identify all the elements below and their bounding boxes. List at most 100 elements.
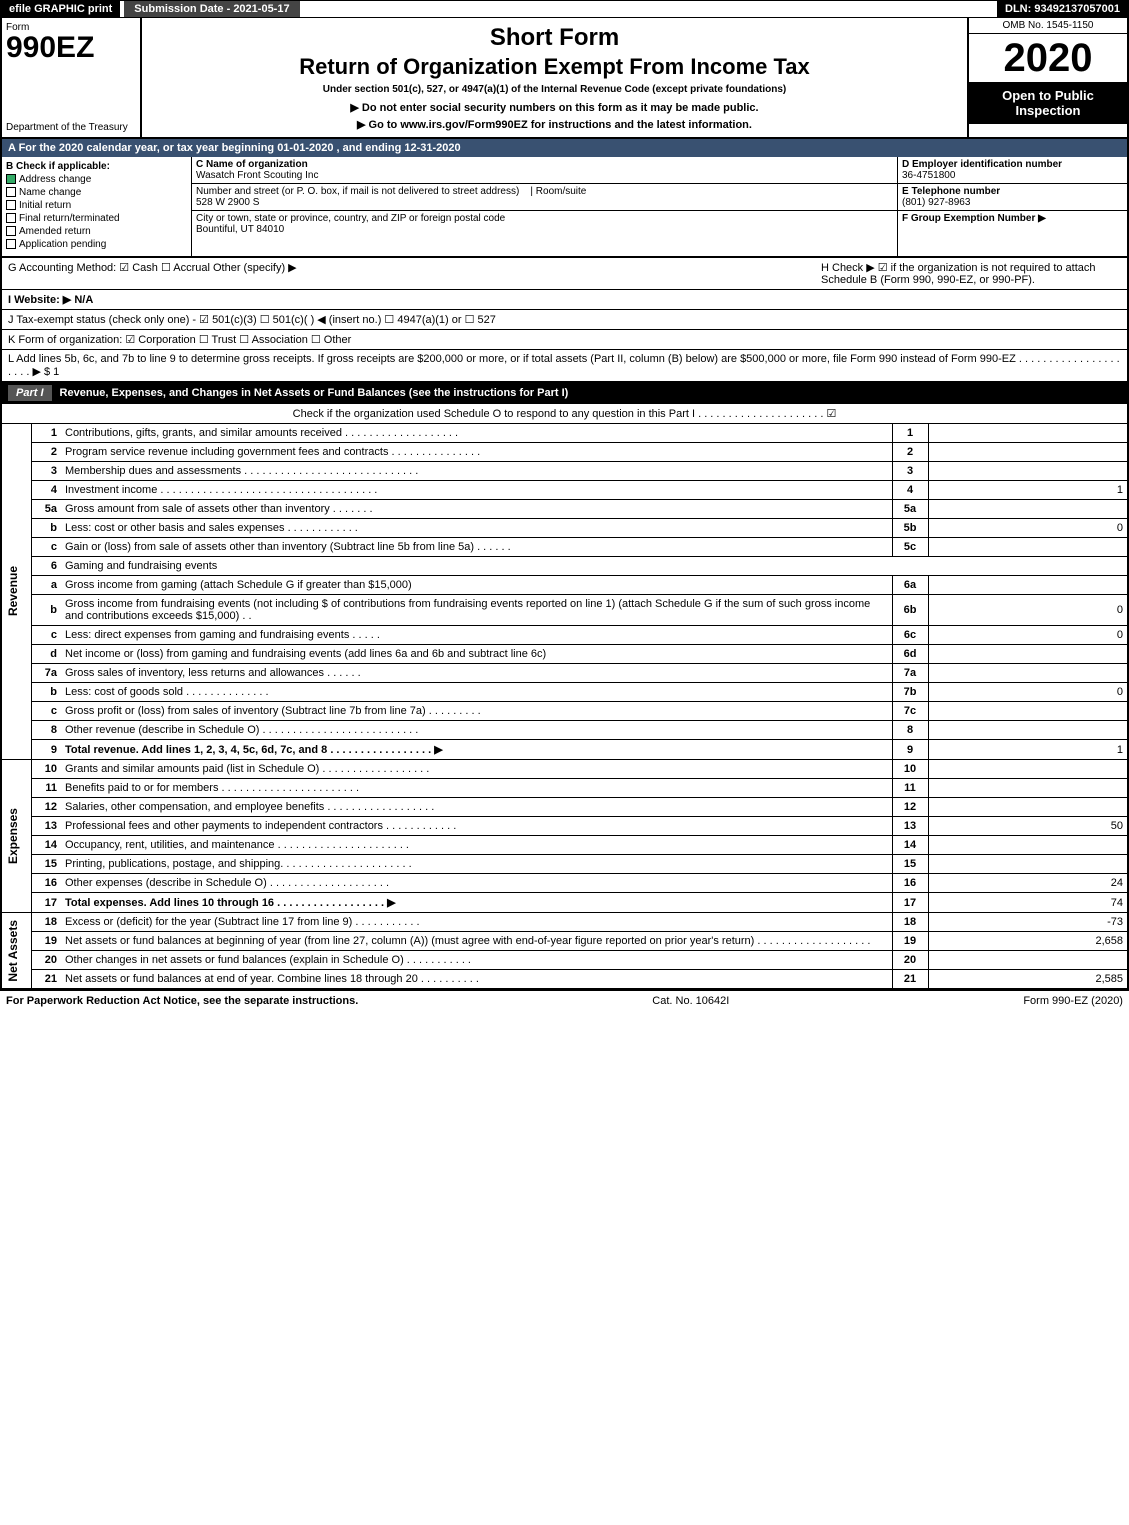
expenses-vcat: Expenses xyxy=(6,808,20,864)
table-row: 5aGross amount from sale of assets other… xyxy=(1,500,1128,519)
street-value: 528 W 2900 S xyxy=(196,197,259,208)
chk-address-change[interactable]: Address change xyxy=(6,174,187,185)
l1-val xyxy=(928,424,1128,443)
col-b-checkboxes: B Check if applicable: Address change Na… xyxy=(2,157,192,256)
line-g-h: G Accounting Method: ☑ Cash ☐ Accrual Ot… xyxy=(0,258,1129,290)
phone-row: E Telephone number (801) 927-8963 xyxy=(898,184,1127,211)
dln-label: DLN: 93492137057001 xyxy=(997,1,1128,17)
ein-value: 36-4751800 xyxy=(902,170,955,181)
city-value: Bountiful, UT 84010 xyxy=(196,224,284,235)
revenue-vcat: Revenue xyxy=(6,566,20,616)
part1-header: Part I Revenue, Expenses, and Changes in… xyxy=(0,382,1129,404)
part1-table: Revenue 1Contributions, gifts, grants, a… xyxy=(0,424,1129,989)
line-l: L Add lines 5b, 6c, and 7b to line 9 to … xyxy=(0,350,1129,382)
table-row: cLess: direct expenses from gaming and f… xyxy=(1,626,1128,645)
table-row: 11Benefits paid to or for members . . . … xyxy=(1,779,1128,798)
org-name-label: C Name of organization xyxy=(196,159,308,170)
phone-label: E Telephone number xyxy=(902,186,1000,197)
table-row: 17Total expenses. Add lines 10 through 1… xyxy=(1,893,1128,913)
warning-link[interactable]: ▶ Go to www.irs.gov/Form990EZ for instru… xyxy=(148,118,961,131)
chk-name-change[interactable]: Name change xyxy=(6,187,187,198)
header-left: Form 990EZ Department of the Treasury xyxy=(2,18,142,137)
l1-box: 1 xyxy=(892,424,928,443)
short-form-title: Short Form xyxy=(148,24,961,52)
warning-ssn: ▶ Do not enter social security numbers o… xyxy=(148,101,961,114)
street-label: Number and street (or P. O. box, if mail… xyxy=(196,186,519,197)
table-row: 14Occupancy, rent, utilities, and mainte… xyxy=(1,836,1128,855)
city-row: City or town, state or province, country… xyxy=(192,211,897,237)
group-exemption-label: F Group Exemption Number ▶ xyxy=(902,213,1046,224)
chk-application-pending[interactable]: Application pending xyxy=(6,239,187,250)
table-row: 8Other revenue (describe in Schedule O) … xyxy=(1,721,1128,740)
table-row: 3Membership dues and assessments . . . .… xyxy=(1,462,1128,481)
submission-date-label: Submission Date - 2021-05-17 xyxy=(124,1,299,17)
efile-print-label[interactable]: efile GRAPHIC print xyxy=(1,1,120,17)
ein-label: D Employer identification number xyxy=(902,159,1062,170)
dept-treasury: Department of the Treasury xyxy=(6,122,136,133)
subtitle: Under section 501(c), 527, or 4947(a)(1)… xyxy=(148,84,961,95)
city-label: City or town, state or province, country… xyxy=(196,213,505,224)
table-row: 7aGross sales of inventory, less returns… xyxy=(1,664,1128,683)
table-row: Net Assets 18Excess or (deficit) for the… xyxy=(1,913,1128,932)
open-public: Open to Public Inspection xyxy=(969,82,1127,124)
org-name-value: Wasatch Front Scouting Inc xyxy=(196,170,318,181)
table-row: Expenses 10Grants and similar amounts pa… xyxy=(1,760,1128,779)
col-b-title: B Check if applicable: xyxy=(6,161,110,172)
part1-label: Part I xyxy=(8,385,52,401)
line-j: J Tax-exempt status (check only one) - ☑… xyxy=(0,310,1129,330)
table-row: bLess: cost or other basis and sales exp… xyxy=(1,519,1128,538)
part1-check-note: Check if the organization used Schedule … xyxy=(0,404,1129,424)
netassets-vcat: Net Assets xyxy=(6,920,20,982)
form-number: 990EZ xyxy=(6,33,136,63)
table-row: 16Other expenses (describe in Schedule O… xyxy=(1,874,1128,893)
chk-amended-return[interactable]: Amended return xyxy=(6,226,187,237)
street-row: Number and street (or P. O. box, if mail… xyxy=(192,184,897,211)
ein-row: D Employer identification number 36-4751… xyxy=(898,157,1127,184)
return-title: Return of Organization Exempt From Incom… xyxy=(148,54,961,80)
chk-initial-return[interactable]: Initial return xyxy=(6,200,187,211)
table-row: bGross income from fundraising events (n… xyxy=(1,595,1128,626)
table-row: 2Program service revenue including gover… xyxy=(1,443,1128,462)
line-i: I Website: ▶ N/A xyxy=(0,290,1129,310)
phone-value: (801) 927-8963 xyxy=(902,197,970,208)
table-row: aGross income from gaming (attach Schedu… xyxy=(1,576,1128,595)
table-row: bLess: cost of goods sold . . . . . . . … xyxy=(1,683,1128,702)
top-bar: efile GRAPHIC print Submission Date - 20… xyxy=(0,0,1129,18)
table-row: 6Gaming and fundraising events xyxy=(1,557,1128,576)
header-center: Short Form Return of Organization Exempt… xyxy=(142,18,967,137)
line-g: G Accounting Method: ☑ Cash ☐ Accrual Ot… xyxy=(8,261,821,286)
page-footer: For Paperwork Reduction Act Notice, see … xyxy=(0,989,1129,1011)
table-row: dNet income or (loss) from gaming and fu… xyxy=(1,645,1128,664)
l1-text: Contributions, gifts, grants, and simila… xyxy=(61,424,892,443)
line-a-taxyear: A For the 2020 calendar year, or tax yea… xyxy=(0,139,1129,157)
header-right: OMB No. 1545-1150 2020 Open to Public In… xyxy=(967,18,1127,137)
org-name-row: C Name of organization Wasatch Front Sco… xyxy=(192,157,897,184)
footer-left: For Paperwork Reduction Act Notice, see … xyxy=(6,995,358,1007)
col-c-org-info: C Name of organization Wasatch Front Sco… xyxy=(192,157,897,256)
line-h: H Check ▶ ☑ if the organization is not r… xyxy=(821,261,1121,286)
table-row: 9Total revenue. Add lines 1, 2, 3, 4, 5c… xyxy=(1,740,1128,760)
table-row: 21Net assets or fund balances at end of … xyxy=(1,970,1128,989)
table-row: cGross profit or (loss) from sales of in… xyxy=(1,702,1128,721)
table-row: 4Investment income . . . . . . . . . . .… xyxy=(1,481,1128,500)
omb-number: OMB No. 1545-1150 xyxy=(969,18,1127,34)
block-bcdef: B Check if applicable: Address change Na… xyxy=(0,157,1129,258)
chk-final-return[interactable]: Final return/terminated xyxy=(6,213,187,224)
footer-right: Form 990-EZ (2020) xyxy=(1023,995,1123,1007)
part1-title: Revenue, Expenses, and Changes in Net As… xyxy=(60,387,569,399)
table-row: 20Other changes in net assets or fund ba… xyxy=(1,951,1128,970)
l1-num: 1 xyxy=(31,424,61,443)
tax-year: 2020 xyxy=(969,34,1127,82)
room-label: Room/suite xyxy=(536,186,587,197)
table-row: 15Printing, publications, postage, and s… xyxy=(1,855,1128,874)
col-d-ein: D Employer identification number 36-4751… xyxy=(897,157,1127,256)
table-row: Revenue 1Contributions, gifts, grants, a… xyxy=(1,424,1128,443)
table-row: cGain or (loss) from sale of assets othe… xyxy=(1,538,1128,557)
footer-mid: Cat. No. 10642I xyxy=(652,995,729,1007)
line-k: K Form of organization: ☑ Corporation ☐ … xyxy=(0,330,1129,350)
group-exemption-row: F Group Exemption Number ▶ xyxy=(898,211,1127,226)
table-row: 12Salaries, other compensation, and empl… xyxy=(1,798,1128,817)
table-row: 19Net assets or fund balances at beginni… xyxy=(1,932,1128,951)
form-header: Form 990EZ Department of the Treasury Sh… xyxy=(0,18,1129,139)
table-row: 13Professional fees and other payments t… xyxy=(1,817,1128,836)
